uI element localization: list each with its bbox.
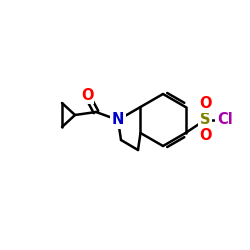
Text: S: S: [200, 112, 210, 128]
Text: Cl: Cl: [217, 112, 233, 128]
Text: O: O: [81, 88, 93, 104]
Text: O: O: [199, 128, 211, 144]
Text: N: N: [112, 112, 124, 128]
Text: O: O: [199, 96, 211, 112]
